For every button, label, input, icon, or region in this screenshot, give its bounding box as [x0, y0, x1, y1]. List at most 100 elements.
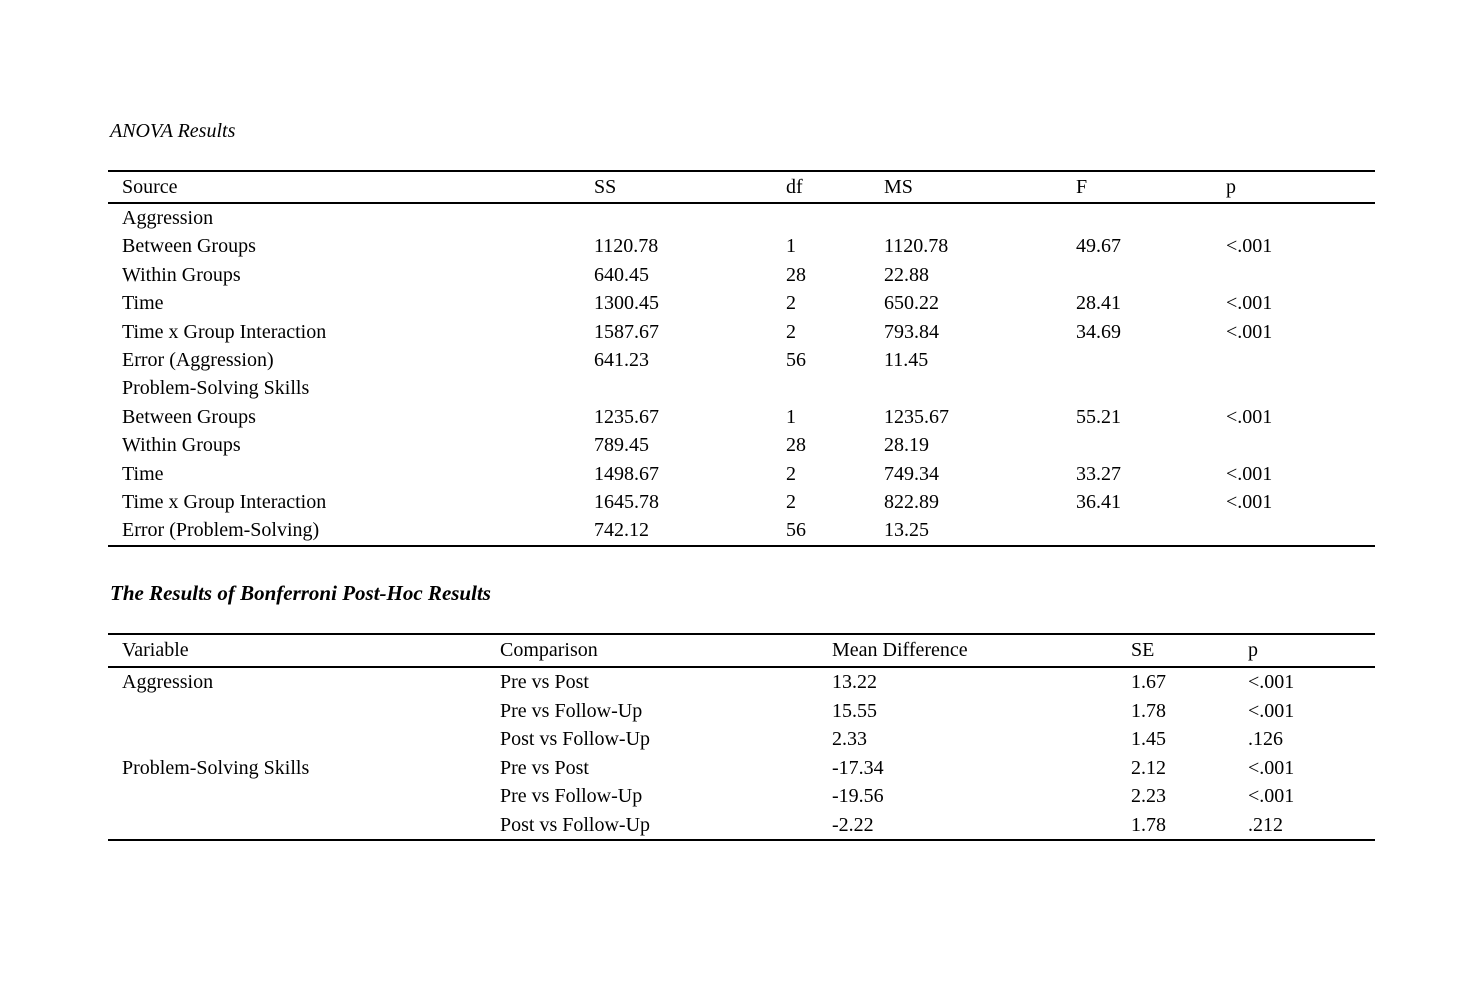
column-header-p: p [1248, 639, 1258, 661]
cell-variable [108, 811, 500, 840]
column-header-mean-difference: Mean Difference [832, 639, 968, 661]
column-header-f: F [1076, 176, 1088, 198]
cell-ss: 1235.67 [594, 405, 659, 428]
cell-ss: 641.23 [594, 348, 649, 371]
table-row: Pre vs Follow-Up 15.55 1.78 <.001 [108, 697, 1375, 726]
table-row: Aggression Pre vs Post 13.22 1.67 <.001 [108, 668, 1375, 697]
cell-df: 56 [786, 348, 806, 371]
cell-source: Aggression [122, 207, 214, 229]
cell-variable: Problem-Solving Skills [122, 756, 310, 779]
cell-source: Within Groups [122, 263, 241, 286]
cell-ss: 640.45 [594, 263, 649, 286]
cell-f: 36.41 [1076, 490, 1121, 513]
table-row: Between Groups 1120.78 1 1120.78 49.67 <… [108, 232, 1375, 260]
cell-comparison: Pre vs Follow-Up [500, 785, 643, 807]
anova-table-title: ANOVA Results [110, 120, 236, 142]
table-row: Within Groups 789.45 28 28.19 [108, 431, 1375, 459]
cell-mean-difference: -17.34 [832, 756, 884, 779]
cell-source: Within Groups [122, 434, 241, 457]
cell-f: 34.69 [1076, 320, 1121, 343]
cell-variable [108, 725, 500, 754]
cell-source: Error (Problem-Solving) [122, 519, 320, 542]
posthoc-header-row: Variable Comparison Mean Difference SE p [108, 635, 1375, 668]
cell-ms: 822.89 [884, 490, 939, 513]
cell-source: Between Groups [122, 405, 256, 428]
cell-df: 1 [786, 235, 796, 258]
cell-p: <.001 [1226, 462, 1273, 485]
cell-ss: 742.12 [594, 519, 649, 542]
cell-ss: 1645.78 [594, 490, 659, 513]
cell-ms: 793.84 [884, 320, 939, 343]
table-row: Between Groups 1235.67 1 1235.67 55.21 <… [108, 403, 1375, 431]
cell-ms: 22.88 [884, 263, 929, 286]
cell-ms [884, 374, 1076, 402]
column-header-variable: Variable [122, 639, 189, 661]
column-header-ss: SS [594, 176, 617, 198]
cell-ms: 1235.67 [884, 405, 949, 428]
cell-ss [594, 374, 786, 402]
cell-comparison: Pre vs Follow-Up [500, 699, 643, 722]
cell-p: <.001 [1248, 756, 1295, 779]
cell-source: Time x Group Interaction [122, 490, 327, 513]
cell-se: 1.45 [1131, 728, 1166, 750]
cell-comparison: Pre vs Post [500, 756, 589, 779]
cell-df: 56 [786, 519, 806, 542]
cell-df: 28 [786, 263, 806, 286]
cell-ms: 749.34 [884, 462, 939, 485]
cell-ss: 1120.78 [594, 235, 659, 258]
anova-table: Source SS df MS F p Aggression Between G… [108, 170, 1375, 547]
cell-source: Error (Aggression) [122, 348, 274, 371]
table-row: Problem-Solving Skills Pre vs Post -17.3… [108, 754, 1375, 783]
cell-ms: 1120.78 [884, 235, 949, 258]
cell-p: <.001 [1248, 785, 1295, 807]
cell-f [1076, 261, 1226, 289]
cell-mean-difference: -2.22 [832, 813, 874, 836]
cell-variable [108, 697, 500, 726]
cell-p: <.001 [1248, 671, 1295, 693]
cell-se: 2.12 [1131, 756, 1166, 779]
cell-variable: Aggression [122, 671, 214, 693]
cell-source: Time [122, 292, 164, 315]
column-header-p: p [1226, 176, 1236, 198]
cell-source: Time x Group Interaction [122, 320, 327, 343]
cell-ss: 1587.67 [594, 320, 659, 343]
cell-f: 49.67 [1076, 235, 1121, 258]
cell-mean-difference: 2.33 [832, 728, 867, 750]
table-row: Error (Aggression) 641.23 56 11.45 [108, 346, 1375, 374]
cell-variable [108, 782, 500, 811]
cell-df [786, 204, 884, 232]
table-row: Time x Group Interaction 1587.67 2 793.8… [108, 318, 1375, 346]
cell-df: 28 [786, 434, 806, 457]
cell-df: 2 [786, 292, 796, 315]
table-row: Within Groups 640.45 28 22.88 [108, 261, 1375, 289]
cell-f [1076, 374, 1226, 402]
cell-p: .212 [1248, 813, 1283, 836]
cell-f: 28.41 [1076, 292, 1121, 315]
cell-ms: 28.19 [884, 434, 929, 457]
cell-se: 2.23 [1131, 785, 1166, 807]
column-header-comparison: Comparison [500, 639, 598, 661]
cell-p [1226, 346, 1375, 374]
cell-p: <.001 [1248, 699, 1295, 722]
table-row: Time x Group Interaction 1645.78 2 822.8… [108, 488, 1375, 516]
cell-df: 2 [786, 320, 796, 343]
table-row: Time 1300.45 2 650.22 28.41 <.001 [108, 289, 1375, 317]
cell-df: 1 [786, 405, 796, 428]
cell-mean-difference: 15.55 [832, 699, 877, 722]
cell-p: <.001 [1226, 292, 1273, 315]
table-row: Pre vs Follow-Up -19.56 2.23 <.001 [108, 782, 1375, 811]
cell-f: 33.27 [1076, 462, 1121, 485]
cell-p: <.001 [1226, 490, 1273, 513]
cell-comparison: Pre vs Post [500, 671, 589, 693]
cell-se: 1.78 [1131, 699, 1166, 722]
cell-se: 1.78 [1131, 813, 1166, 836]
cell-comparison: Post vs Follow-Up [500, 728, 651, 750]
cell-mean-difference: 13.22 [832, 671, 877, 693]
cell-source: Problem-Solving Skills [122, 377, 310, 400]
cell-se: 1.67 [1131, 671, 1166, 693]
cell-source: Time [122, 462, 164, 485]
column-header-df: df [786, 176, 803, 198]
cell-mean-difference: -19.56 [832, 785, 884, 807]
cell-ms: 13.25 [884, 519, 929, 542]
